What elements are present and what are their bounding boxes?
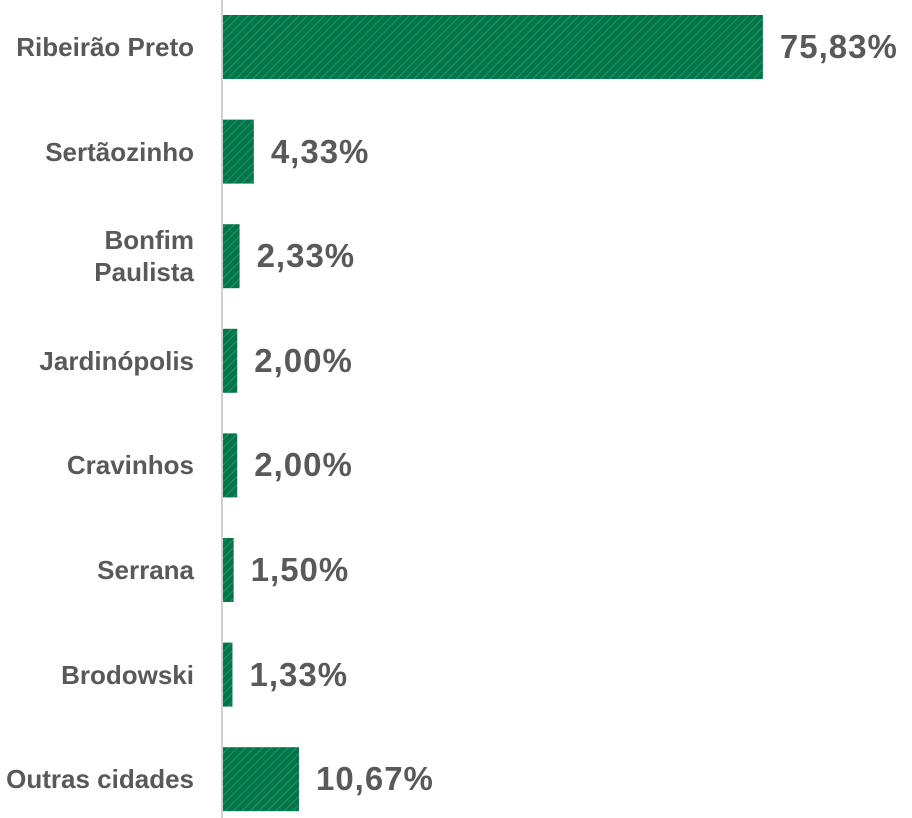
bar (223, 747, 299, 812)
category-label: Brodowski (61, 659, 194, 690)
bar (223, 538, 234, 602)
value-label: 2,00% (254, 341, 353, 379)
value-label: 4,33% (270, 132, 370, 170)
bar (223, 224, 240, 289)
bar (223, 119, 254, 184)
category-label: Bonfim Paulista (94, 225, 194, 288)
value-label: 2,33% (256, 237, 356, 275)
value-label: 10,67% (315, 760, 434, 798)
value-label: 1,33% (249, 655, 349, 693)
category-label: Serrana (97, 555, 194, 585)
bar (223, 328, 238, 393)
bar (223, 15, 763, 79)
category-label: Cravinhos (66, 450, 194, 481)
value-label: 1,50% (250, 551, 350, 588)
category-label: Jardinópolis (39, 345, 194, 376)
value-label: 2,00% (254, 446, 353, 484)
category-label: Outras cidades (6, 764, 194, 795)
value-label: 75,83% (779, 28, 898, 65)
category-label: Ribeirão Preto (16, 32, 194, 62)
bar (223, 433, 238, 498)
bar (223, 642, 233, 707)
category-label: Sertãozinho (45, 136, 194, 167)
